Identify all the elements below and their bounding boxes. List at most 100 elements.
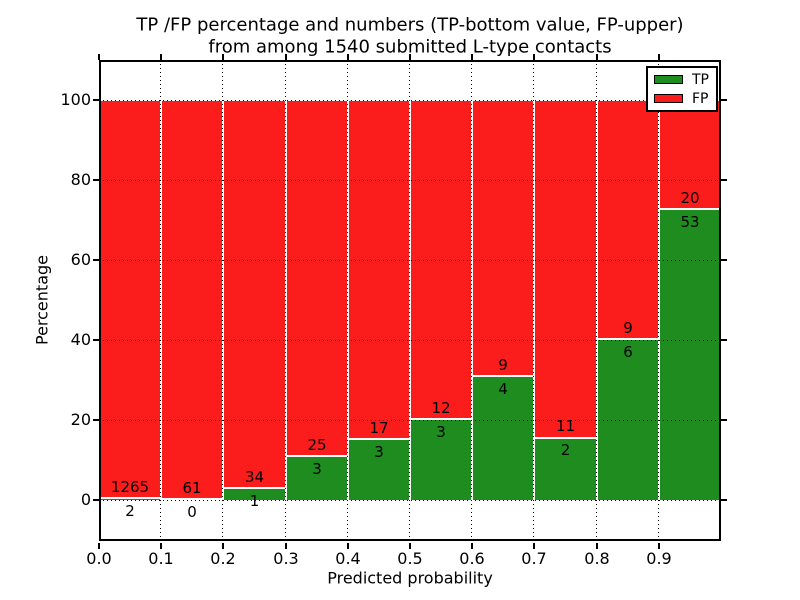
bar-edge <box>596 100 598 500</box>
fp-count-label: 9 <box>623 319 633 337</box>
x-tick <box>347 543 349 549</box>
fp-count-label: 17 <box>369 419 389 437</box>
bar-fp-segment <box>659 100 721 210</box>
tp-count-label: 3 <box>312 460 322 478</box>
x-tick-label: 0.2 <box>210 549 236 568</box>
x-tick-top <box>160 54 162 60</box>
x-tick-label: 0.6 <box>459 549 485 568</box>
bar-fp-segment <box>161 100 223 500</box>
x-tick <box>222 543 224 549</box>
tp-color-swatch <box>654 75 683 84</box>
tp-count-label: 2 <box>560 441 571 459</box>
y-tick-right <box>721 259 727 261</box>
gridline-horizontal <box>99 340 721 341</box>
x-tick-top <box>285 54 287 60</box>
y-tick <box>93 419 99 421</box>
fp-count-label: 25 <box>307 436 327 454</box>
bar-fp-segment <box>223 100 286 489</box>
legend: TP FP <box>646 66 718 112</box>
x-tick-top <box>409 54 411 60</box>
x-tick-label: 0.5 <box>397 549 423 568</box>
bar-edge <box>409 100 411 500</box>
bar-fp-segment <box>348 100 410 440</box>
gridline-horizontal <box>99 100 721 101</box>
bar-tp-segment <box>659 209 721 500</box>
x-tick-top <box>347 54 349 60</box>
gridline-vertical <box>285 60 286 541</box>
x-tick-label: 0.1 <box>148 549 174 568</box>
y-tick <box>93 99 99 101</box>
x-tick-label: 0.0 <box>86 549 112 568</box>
chart-title-line2: from among 1540 submitted L-type contact… <box>208 36 612 58</box>
y-tick <box>93 259 99 261</box>
y-tick-right <box>721 419 727 421</box>
x-axis-label: Predicted probability <box>327 568 493 588</box>
x-tick <box>409 543 411 549</box>
x-tick-label: 0.8 <box>584 549 610 568</box>
bar-edge <box>160 100 162 500</box>
fp-count-label: 20 <box>680 189 700 207</box>
x-tick <box>285 543 287 549</box>
fp-count-label: 34 <box>244 468 265 486</box>
chart-title-line1: TP /FP percentage and numbers (TP-bottom… <box>136 14 684 36</box>
bar-fp-segment <box>286 100 348 458</box>
bar-tp-segment <box>99 499 161 500</box>
bar-tp-segment <box>472 376 534 500</box>
y-tick-label: 60 <box>70 250 91 269</box>
gridline-horizontal <box>99 260 721 261</box>
bar-tp-segment <box>348 440 410 500</box>
tp-count-label: 0 <box>187 503 197 521</box>
bar-fp-segment <box>99 100 161 500</box>
bar-edge <box>533 100 535 500</box>
x-tick-top <box>222 54 224 60</box>
gridline-vertical <box>222 60 223 541</box>
bar-fp-segment <box>472 100 534 377</box>
y-tick-label: 40 <box>70 330 91 349</box>
plot-area: TP FP 1265 2 61 0 34 1 25 3 17 3 12 3 9 4 11 2 9 6 20 53 <box>99 60 721 541</box>
gridline-vertical <box>658 60 659 541</box>
gridline-vertical <box>471 60 472 541</box>
fp-count-label: 9 <box>498 356 508 374</box>
gridline-vertical <box>347 60 348 541</box>
fp-color-swatch <box>654 94 683 103</box>
y-tick-right <box>721 99 727 101</box>
y-tick-label: 80 <box>70 170 91 189</box>
x-tick-top <box>533 54 535 60</box>
gridline-vertical <box>160 60 161 541</box>
x-tick <box>471 543 473 549</box>
x-tick-label: 0.3 <box>273 549 299 568</box>
x-tick <box>596 543 598 549</box>
gridline-horizontal <box>99 420 721 421</box>
x-tick-top <box>596 54 598 60</box>
tp-count-label: 3 <box>436 423 446 441</box>
legend-label-fp: FP <box>692 90 709 107</box>
y-tick <box>93 179 99 181</box>
legend-entry-fp: FP <box>654 92 710 106</box>
tp-count-label: 1 <box>249 492 260 510</box>
x-tick-top <box>471 54 473 60</box>
x-tick <box>160 543 162 549</box>
bar-tp-segment <box>410 420 472 500</box>
legend-entry-tp: TP <box>654 73 710 87</box>
bar-edge <box>285 100 287 500</box>
tp-count-label: 53 <box>680 213 700 231</box>
y-tick-label: 0 <box>80 490 91 509</box>
x-tick-top <box>98 54 100 60</box>
fp-count-label: 61 <box>182 479 202 497</box>
tp-count-label: 6 <box>623 343 633 361</box>
bar-fp-segment <box>597 100 659 340</box>
gridline-horizontal <box>99 500 721 501</box>
fp-count-label: 11 <box>555 417 576 435</box>
gridline-vertical <box>409 60 410 541</box>
y-tick-right <box>721 179 727 181</box>
bar-edge <box>222 100 224 500</box>
x-tick-label: 0.9 <box>646 549 672 568</box>
y-tick-right <box>721 499 727 501</box>
y-tick-label: 100 <box>60 90 91 109</box>
fp-count-label: 1265 <box>110 478 150 496</box>
y-tick-right <box>721 339 727 341</box>
tp-count-label: 2 <box>125 502 135 520</box>
bar-edge <box>347 100 349 500</box>
tp-count-label: 3 <box>374 443 384 461</box>
